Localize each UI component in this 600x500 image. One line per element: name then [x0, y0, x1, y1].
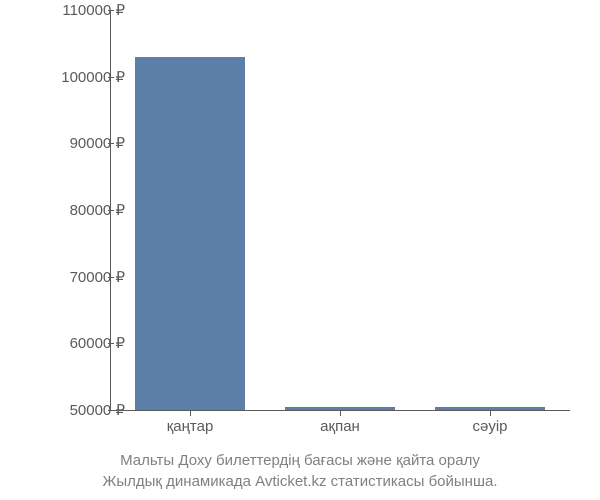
y-tick-label: 60000 ₽: [70, 334, 125, 352]
y-tick-mark: [108, 410, 114, 411]
bar: [435, 407, 545, 410]
caption-line-1: Мальты Доху билеттердің бағасы және қайт…: [0, 450, 600, 471]
bar: [285, 407, 395, 410]
chart-container: 50000 ₽ 60000 ₽ 70000 ₽ 80000 ₽ 90000 ₽ 10000…: [0, 0, 600, 500]
x-tick-label: сәуір: [472, 418, 507, 435]
y-tick-mark: [108, 77, 114, 78]
y-tick-mark: [108, 343, 114, 344]
x-tick-mark: [490, 410, 491, 416]
x-tick-mark: [190, 410, 191, 416]
x-tick-label: ақпан: [320, 418, 360, 435]
y-tick-mark: [108, 10, 114, 11]
y-tick-label: 50000 ₽: [70, 401, 125, 419]
bar: [135, 57, 245, 410]
y-tick-label: 90000 ₽: [70, 134, 125, 152]
x-tick-label: қаңтар: [167, 418, 214, 435]
y-tick-label: 70000 ₽: [70, 268, 125, 286]
y-tick-mark: [108, 277, 114, 278]
y-tick-mark: [108, 143, 114, 144]
chart-caption: Мальты Доху билеттердің бағасы және қайт…: [0, 450, 600, 492]
y-tick-label: 80000 ₽: [70, 201, 125, 219]
caption-line-2: Жылдық динамикада Avticket.kz статистика…: [0, 471, 600, 492]
y-tick-label: 110000 ₽: [62, 1, 125, 19]
x-tick-mark: [340, 410, 341, 416]
y-tick-mark: [108, 210, 114, 211]
y-tick-label: 100000 ₽: [61, 68, 125, 86]
